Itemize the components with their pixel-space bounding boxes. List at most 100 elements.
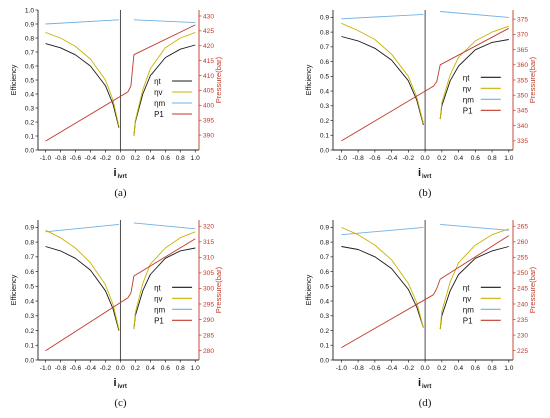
y-tick-label: 0.7 — [320, 254, 329, 261]
y-tick-label: 0.5 — [25, 284, 34, 291]
legend-box — [459, 281, 504, 330]
legend-label: ηm — [154, 99, 165, 108]
chart-panel: -1.0 -0.8 -0.6 -0.4 -0.2 0.0 0.2 0.4 0.6 0.8 1.00.… — [9, 220, 223, 409]
x-tick-label: 0.0 — [421, 155, 430, 162]
x-tick-label: -0.2 — [100, 155, 112, 162]
x-tick-label: -0.6 — [369, 365, 381, 372]
y-tick-label: 0.7 — [25, 254, 34, 261]
y-tick-label: 0.3 — [25, 105, 34, 112]
y-axis-title: Efficiency — [304, 274, 313, 305]
y2-tick-label: 355 — [517, 77, 528, 84]
series-line-eta-v — [45, 31, 120, 127]
y-tick-label: 0.9 — [25, 21, 34, 28]
y2-tick-label: 415 — [203, 58, 214, 65]
x-tick-label: -0.8 — [55, 365, 67, 372]
x-tick-label: 0.6 — [471, 155, 480, 162]
y-tick-label: 0.1 — [320, 133, 329, 140]
y2-tick-label: 310 — [203, 255, 214, 262]
x-tick-label: 1.0 — [504, 155, 513, 162]
legend-box — [151, 281, 196, 330]
x-tick-label: 1.0 — [504, 365, 513, 372]
x-tick-label: 0.4 — [146, 155, 155, 162]
series-line-eta-t — [45, 43, 120, 128]
x-tick-label: 0.0 — [116, 155, 125, 162]
x-tick-label: -0.6 — [70, 365, 82, 372]
y2-axis-title: Pressure(bar) — [528, 266, 537, 313]
y-tick-label: 0.8 — [320, 29, 329, 36]
panel-label: (b) — [419, 187, 432, 199]
series-line-P1 — [45, 24, 196, 142]
y-tick-label: 0.0 — [25, 147, 34, 154]
x-tick-label: 0.4 — [454, 365, 463, 372]
series-line-eta-m — [440, 11, 509, 18]
y-tick-label: 0.6 — [25, 63, 34, 70]
series-line-eta-m — [45, 19, 119, 25]
y2-tick-label: 400 — [203, 103, 214, 110]
y-axis-title: Efficiency — [304, 64, 313, 95]
x-tick-label: -0.6 — [369, 155, 381, 162]
y2-axis-title: Pressure(bar) — [214, 266, 223, 313]
y-tick-label: 0.5 — [320, 284, 329, 291]
series-line-eta-v — [439, 228, 509, 330]
y2-axis-title: Pressure(bar) — [528, 56, 537, 103]
series-line-eta-v — [133, 231, 196, 330]
series-line-eta-v — [341, 226, 424, 328]
legend-label: ηv — [154, 294, 162, 303]
legend-label: ηv — [463, 294, 471, 303]
y2-tick-label: 300 — [203, 286, 214, 293]
legend-label: ηt — [463, 73, 470, 82]
y2-tick-label: 265 — [517, 224, 528, 231]
x-tick-label: 0.8 — [176, 155, 185, 162]
x-tick-label: -1.0 — [40, 365, 52, 372]
y-tick-label: 0.2 — [25, 119, 34, 126]
x-tick-label: -1.0 — [336, 155, 348, 162]
y-tick-label: 0.6 — [25, 269, 34, 276]
y2-tick-label: 245 — [517, 286, 528, 293]
y2-tick-label: 235 — [517, 317, 528, 324]
panel-label: (d) — [419, 397, 432, 409]
y-tick-label: 0.8 — [25, 239, 34, 246]
y2-tick-label: 260 — [517, 239, 528, 246]
x-tick-label: 0.4 — [146, 365, 155, 372]
x-axis-subscript: ivrt — [422, 384, 431, 390]
series-line-eta-m — [341, 13, 424, 20]
chart-panel: -1.0 -0.8 -0.6 -0.4 -0.2 0.0 0.2 0.4 0.6 0.8 1.00.… — [304, 10, 537, 199]
y-tick-label: 0.3 — [320, 103, 329, 110]
x-tick-label: -0.4 — [386, 365, 398, 372]
series-line-P1 — [341, 27, 510, 142]
x-tick-label: 0.4 — [454, 155, 463, 162]
x-tick-label: -0.8 — [352, 365, 364, 372]
y-tick-label: 0.2 — [320, 118, 329, 125]
x-tick-label: 0.8 — [487, 365, 496, 372]
y-tick-label: 0.0 — [25, 357, 34, 364]
legend: ηt ηv ηm P1 — [151, 75, 196, 123]
legend-label: P1 — [154, 316, 164, 325]
x-axis-title: i — [418, 167, 421, 179]
series-line-P1 — [45, 238, 196, 352]
panel-label: (a) — [114, 187, 127, 199]
y-tick-label: 0.4 — [25, 298, 34, 305]
series-line-eta-v — [133, 31, 196, 137]
y2-tick-label: 420 — [203, 43, 214, 50]
x-tick-label: 0.6 — [471, 365, 480, 372]
legend-box — [459, 71, 504, 120]
y2-tick-label: 345 — [517, 108, 528, 115]
x-tick-label: 0.2 — [131, 365, 140, 372]
y2-tick-label: 425 — [203, 28, 214, 35]
y2-tick-label: 390 — [203, 132, 214, 139]
x-tick-label: 0.8 — [487, 155, 496, 162]
series-line-eta-m — [133, 19, 196, 24]
y2-tick-label: 375 — [517, 16, 528, 23]
y2-tick-label: 230 — [517, 332, 528, 339]
series-line-eta-v — [341, 22, 424, 124]
series-line-eta-m — [440, 223, 509, 231]
x-tick-label: -0.8 — [352, 155, 364, 162]
x-tick-label: -0.6 — [70, 155, 82, 162]
legend-label: ηt — [154, 77, 161, 86]
panel-label: (c) — [114, 397, 127, 409]
legend: ηt ηv ηm P1 — [151, 281, 196, 330]
y-tick-label: 0.9 — [25, 225, 34, 232]
x-tick-label: -1.0 — [336, 365, 348, 372]
